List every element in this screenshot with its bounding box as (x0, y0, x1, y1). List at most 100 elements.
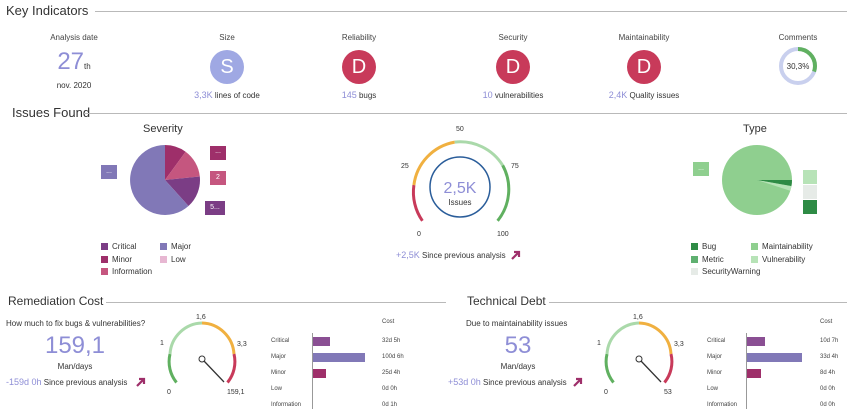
analysis-date-suffix: th (84, 62, 91, 71)
remediation-delta: -159d 0h Since previous analysis (6, 377, 127, 387)
maintainability-unit: Quality issues (629, 91, 680, 100)
type-pie-chart (722, 145, 792, 215)
cost-value-low: 0d 0h (382, 386, 398, 392)
key-indicators-title: Key Indicators (6, 3, 89, 18)
size-value: 3,3K (194, 90, 213, 100)
gauge-arc-orange (638, 321, 673, 355)
bar-label-minor: Minor (707, 370, 723, 376)
gauge-arc-green (167, 353, 178, 384)
size-unit: lines of code (214, 91, 260, 100)
maintainability-sub: 2,4K Quality issues (584, 90, 704, 100)
technical-debt-gauge (604, 321, 674, 384)
gauge-arc-lightgreen (168, 321, 203, 355)
security-kpi: Security D 10 vulnerabilities (453, 33, 573, 100)
cost-value-major: 33d 4h (820, 354, 839, 360)
type-callout-bug (803, 200, 817, 214)
pie-slice-vulnerability (757, 180, 792, 191)
legend-major: Major (160, 242, 191, 251)
bar-axis (746, 333, 747, 409)
size-grade-badge: S (210, 50, 244, 84)
technical-debt-value: 53 (504, 332, 532, 359)
bar-label-critical: Critical (707, 338, 726, 344)
security-label: Security (498, 33, 528, 42)
comments-kpi: Comments 30,3% (738, 33, 850, 87)
severity-callout-critical: 5... (205, 201, 225, 215)
divider (549, 302, 847, 303)
issues-delta-label: Since previous analysis (422, 251, 506, 260)
gauge-tick-25: 25 (401, 163, 409, 170)
pie-slice-information (165, 151, 200, 180)
bar-label-minor: Minor (271, 370, 287, 376)
maintainability-kpi: Maintainability D 2,4K Quality issues (584, 33, 704, 100)
gauge-arc-lightgreen (454, 140, 504, 167)
technical-debt-cost-header: Cost (820, 319, 833, 325)
security-grade-badge: D (496, 50, 530, 84)
remediation-delta-label: Since previous analysis (43, 378, 128, 387)
divider (84, 113, 847, 114)
legend-vulnerability: Vulnerability (751, 255, 805, 264)
bar-minor (747, 369, 761, 378)
bar-axis (312, 333, 313, 409)
reliability-kpi: Reliability D 145 bugs (299, 33, 419, 100)
maintainability-value: 2,4K (608, 90, 628, 100)
remediation-value: 159,1 (44, 332, 106, 359)
reliability-unit: bugs (358, 91, 377, 100)
remediation-cost-title: Remediation Cost (8, 294, 104, 308)
security-unit: vulnerabilities (494, 91, 544, 100)
reliability-label: Reliability (341, 33, 377, 42)
pie-slice-minor (165, 145, 186, 180)
pie-slice-bug (757, 180, 792, 187)
issues-found-title: Issues Found (12, 105, 91, 120)
issues-total-label: Issues (448, 198, 472, 207)
gauge-tick-50: 50 (456, 126, 464, 133)
gauge-tick-0: 0 (417, 231, 421, 238)
technical-debt-delta-value: +53d 0h (448, 377, 481, 387)
legend-securitywarning-label: SecurityWarning (702, 267, 761, 276)
legend-securitywarning: SecurityWarning (691, 267, 760, 276)
severity-callout-information: 2 (210, 171, 226, 185)
bar-major (313, 353, 365, 362)
remediation-gauge (167, 321, 237, 384)
gauge-arc-orange (201, 321, 236, 355)
type-title: Type (743, 123, 767, 135)
legend-low-label: Low (171, 255, 186, 264)
gauge-arc-red (411, 184, 424, 222)
divider (106, 302, 446, 303)
type-callout-securitywarning (803, 185, 817, 199)
debt-tick-1: 1 (597, 340, 601, 347)
legend-bug-label: Bug (702, 242, 717, 251)
remediation-tick-33: 3,3 (237, 341, 247, 348)
gauge-arc-green (604, 353, 615, 384)
legend-metric-label: Metric (702, 255, 724, 264)
issues-gauge (411, 140, 511, 222)
size-label: Size (219, 33, 235, 42)
legend-critical-label: Critical (112, 242, 137, 251)
cost-value-information: 0d 1h (382, 402, 398, 408)
technical-debt-title: Technical Debt (467, 294, 546, 308)
bar-label-information: Information (271, 402, 302, 408)
legend-metric: Metric (691, 255, 724, 264)
cost-value-critical: 32d 5h (382, 338, 401, 344)
bar-label-low: Low (271, 386, 283, 392)
remediation-question: How much to fix bugs & vulnerabilities? (6, 319, 146, 328)
gauge-arc-orange (412, 140, 455, 186)
gauge-needle (203, 360, 225, 383)
legend-critical: Critical (101, 242, 136, 251)
bar-label-critical: Critical (271, 338, 290, 344)
analysis-date-label: Analysis date (50, 33, 98, 42)
bar-label-major: Major (707, 354, 723, 360)
legend-vulnerability-label: Vulnerability (762, 255, 806, 264)
bar-label-major: Major (271, 354, 287, 360)
technical-debt-unit: Man/days (500, 362, 536, 371)
security-sub: 10 vulnerabilities (453, 90, 573, 100)
type-callout-vulnerability (803, 170, 817, 184)
divider (95, 11, 847, 12)
gauge-arc-green (496, 164, 511, 222)
type-callout-maintainability: ... (693, 162, 709, 176)
maintainability-label: Maintainability (618, 33, 670, 42)
debt-tick-max: 53 (664, 389, 672, 396)
cost-value-critical: 10d 7h (820, 338, 839, 344)
bar-label-low: Low (707, 386, 719, 392)
pie-slice-critical (165, 176, 200, 206)
reliability-grade-badge: D (342, 50, 376, 84)
